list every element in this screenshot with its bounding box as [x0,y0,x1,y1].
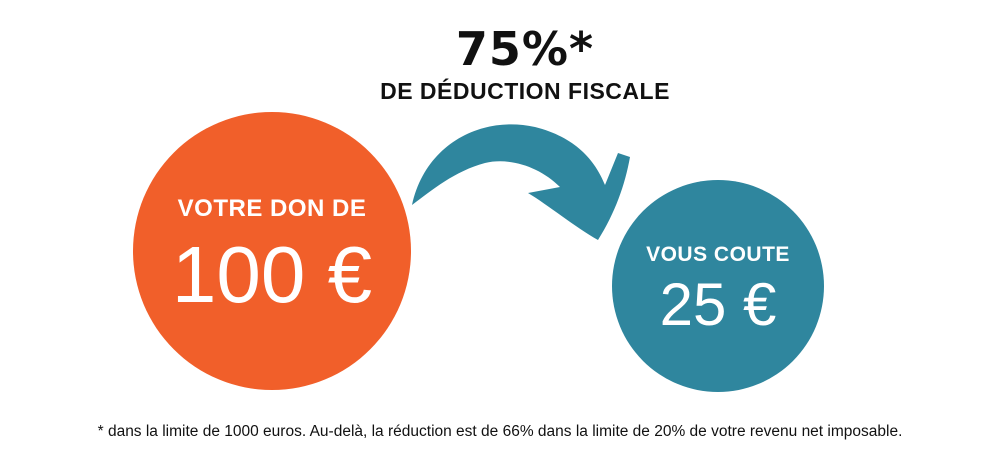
cost-label: VOUS COUTE [646,242,790,266]
donation-circle: VOTRE DON DE 100 € [133,112,411,390]
donation-amount: 100 € [171,230,373,319]
cost-circle: VOUS COUTE 25 € [612,180,824,392]
headline-percent: 75%* [455,22,595,76]
curved-arrow-icon [412,124,630,240]
headline-subtitle: DE DÉDUCTION FISCALE [380,78,670,104]
footnote: * dans la limite de 1000 euros. Au-delà,… [97,423,903,440]
donation-label: VOTRE DON DE [177,195,367,222]
cost-amount: 25 € [659,270,777,338]
